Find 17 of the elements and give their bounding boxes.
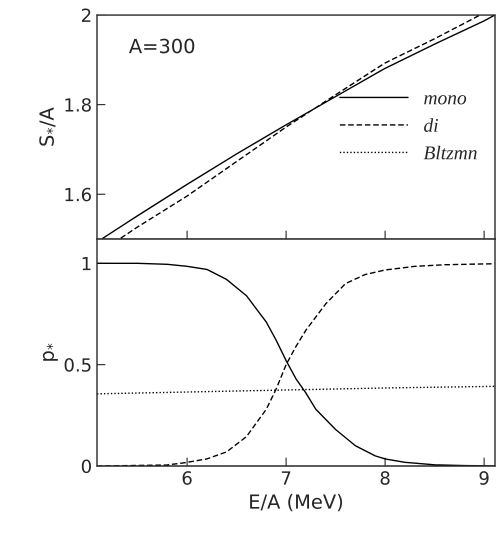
y-tick-label: 0 <box>82 459 91 474</box>
legend-label: mono <box>424 95 466 104</box>
y-tick-label: 1.6 <box>65 188 92 202</box>
x-tick-label: 6 <box>182 471 192 485</box>
y-axis-title: S$_{*}$/A <box>39 107 56 146</box>
y-tick-label: 1 <box>82 257 90 270</box>
annotation: A=300 <box>128 38 194 54</box>
x-tick-label: 8 <box>380 471 390 485</box>
legend-label: di <box>424 118 438 132</box>
x-tick-label: 9 <box>480 471 489 485</box>
legend-label: Bltzmn <box>424 146 477 160</box>
y-tick-label: 1.8 <box>65 98 91 112</box>
y-axis-title: p$_{*}$ <box>42 344 58 361</box>
x-axis-title: E/A (MeV) <box>250 494 342 512</box>
y-tick-label: 2 <box>82 8 90 22</box>
x-tick-label: 7 <box>282 471 290 485</box>
y-tick-label: 0.5 <box>64 358 91 372</box>
